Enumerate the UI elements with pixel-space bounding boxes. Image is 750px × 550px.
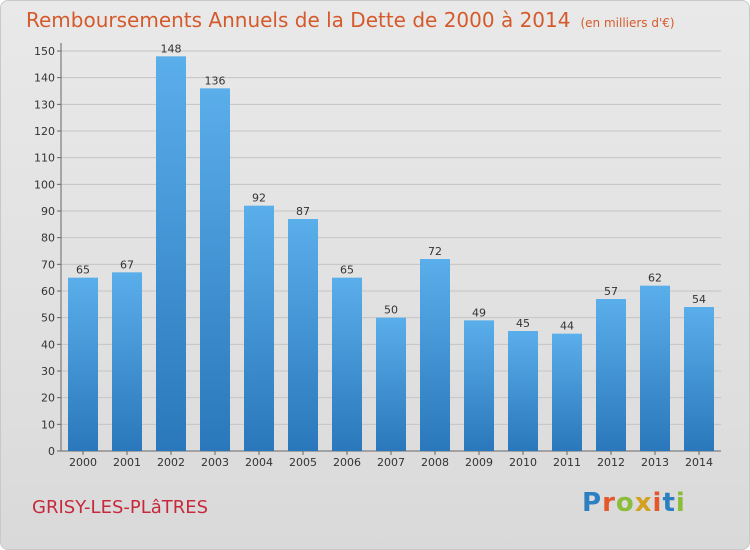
x-tick-label-2012: 2012 [597,456,625,469]
bar-2012 [596,299,626,451]
y-tick-label: 120 [34,125,55,138]
commune-name: GRISY-LES-PLâTRES [32,497,209,518]
logo-letter: P [582,488,603,518]
x-tick-label-2000: 2000 [69,456,97,469]
chart-unit: (en milliers d'€) [580,16,675,30]
value-label-2004: 92 [252,192,266,205]
y-tick-label: 40 [41,338,55,351]
y-tick-label: 70 [41,258,55,271]
x-tick-label-2014: 2014 [685,456,713,469]
bar-2011 [552,333,582,451]
proxiti-logo: Proxiti [582,488,686,518]
value-label-2007: 50 [384,304,398,317]
bar-2007 [376,317,406,451]
value-label-2008: 72 [428,245,442,258]
y-tick-label: 30 [41,365,55,378]
y-tick-label: 100 [34,178,55,191]
value-label-2006: 65 [340,264,354,277]
chart-title: Remboursements Annuels de la Dette de 20… [26,8,675,32]
chart-title-text: Remboursements Annuels de la Dette de 20… [26,8,571,32]
logo-letter: i [652,488,663,518]
bar-2010 [508,331,538,451]
value-label-2014: 54 [692,293,706,306]
x-tick-label-2006: 2006 [333,456,361,469]
y-tick-label: 60 [41,285,55,298]
bar-2003 [200,88,230,451]
bar-2013 [640,285,670,451]
value-label-2013: 62 [648,272,662,285]
value-label-2001: 67 [120,258,134,271]
logo-letter: r [602,488,616,518]
y-tick-label: 130 [34,98,55,111]
value-label-2012: 57 [604,285,618,298]
x-tick-label-2013: 2013 [641,456,669,469]
y-tick-label: 10 [41,418,55,431]
value-label-2003: 136 [205,74,226,87]
axes: 0 10 20 30 40 50 60 70 80 90 100 110 120 130 140 150 200… [34,43,721,469]
bar-2004 [244,205,274,451]
value-label-2011: 44 [560,320,574,333]
x-tick-label-2005: 2005 [289,456,317,469]
logo-letter: x [634,488,653,518]
labels: 65 67 148 136 92 87 65 50 72 49 45 44 57 62 54 [76,42,706,332]
bar-2008 [420,259,450,451]
bar-2014 [684,307,714,451]
y-tick-label: 140 [34,72,55,85]
value-label-2005: 87 [296,205,310,218]
value-label-2002: 148 [161,42,182,55]
bar-2006 [332,277,362,451]
value-label-2010: 45 [516,317,530,330]
x-tick-label-2004: 2004 [245,456,273,469]
bar-2005 [288,219,318,451]
logo-letter: o [615,488,635,518]
bar-2000 [68,277,98,451]
y-tick-label: 20 [41,392,55,405]
logo-letter: i [675,488,686,518]
x-tick-label-2008: 2008 [421,456,449,469]
bar-2002 [156,56,186,451]
x-tick-label-2001: 2001 [113,456,141,469]
y-tick-label: 80 [41,232,55,245]
x-tick-label-2003: 2003 [201,456,229,469]
x-tick-label-2011: 2011 [553,456,581,469]
value-label-2000: 65 [76,264,90,277]
y-tick-label: 90 [41,205,55,218]
bar-2001 [112,272,142,451]
bars [68,56,714,451]
y-tick-label: 0 [48,445,55,458]
x-tick-label-2002: 2002 [157,456,185,469]
y-tick-label: 110 [34,152,55,165]
bar-2009 [464,320,494,451]
y-tick-label: 50 [41,312,55,325]
y-tick-label: 150 [34,45,55,58]
x-tick-label-2007: 2007 [377,456,405,469]
logo-letter: t [662,488,676,518]
x-tick-label-2009: 2009 [465,456,493,469]
value-label-2009: 49 [472,306,486,319]
x-tick-label-2010: 2010 [509,456,537,469]
